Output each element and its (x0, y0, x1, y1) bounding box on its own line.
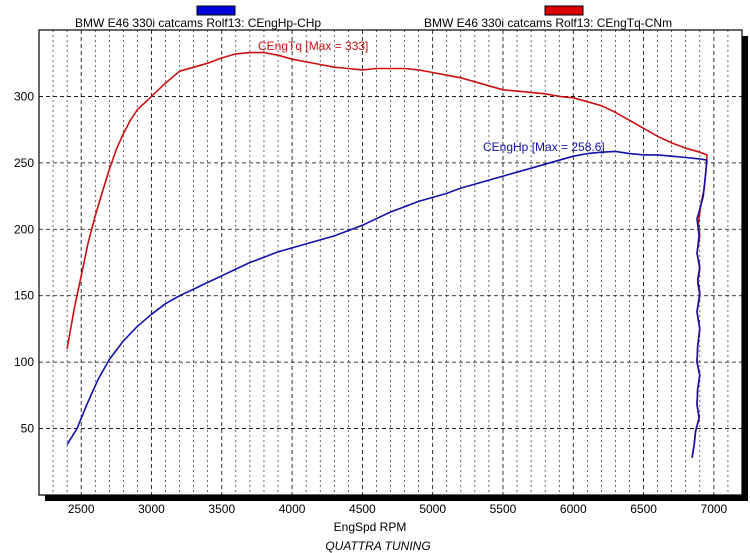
legend-label-tq: BMW E46 330i catcams Rolf13: CEngTq-CNm (424, 16, 672, 30)
annotation-hp-max: CEngHp [Max = 258.6] (483, 140, 605, 154)
x-tick-label: 3500 (208, 502, 235, 516)
annotation-tq-max: CEngTq [Max = 333] (258, 39, 368, 53)
series-layer (66, 51, 708, 458)
y-tick-label: 100 (14, 355, 34, 369)
x-tick-label: 6500 (630, 502, 657, 516)
legend-label-hp: BMW E46 330i catcams Rolf13: CEngHp-CHp (75, 16, 321, 30)
tick-labels: 2500 3000 3500 4000 4500 5000 5500 6000 6500 7000… (14, 89, 728, 516)
x-axis-label: EngSpd RPM (334, 520, 407, 534)
x-tick-label: 4500 (349, 502, 376, 516)
y-tick-label: 200 (14, 222, 34, 236)
x-tick-label: 5500 (490, 502, 517, 516)
legend: BMW E46 330i catcams Rolf13: CEngHp-CHp … (75, 5, 672, 30)
footer-brand: QUATTRA TUNING (325, 539, 430, 553)
plot-area (38, 29, 743, 496)
series-line-hp (66, 150, 708, 458)
y-tick-label: 150 (14, 289, 34, 303)
x-tick-label: 5000 (419, 502, 446, 516)
x-tick-label: 4000 (279, 502, 306, 516)
legend-swatch-hp (196, 5, 236, 16)
x-tick-label: 6000 (560, 502, 587, 516)
y-tick-label: 300 (14, 89, 34, 103)
y-tick-label: 50 (21, 422, 35, 436)
x-tick-label: 2500 (68, 502, 95, 516)
legend-swatch-tq (544, 5, 584, 16)
grid (39, 30, 742, 495)
x-tick-label: 7000 (701, 502, 728, 516)
y-tick-label: 250 (14, 156, 34, 170)
x-tick-label: 3000 (138, 502, 165, 516)
